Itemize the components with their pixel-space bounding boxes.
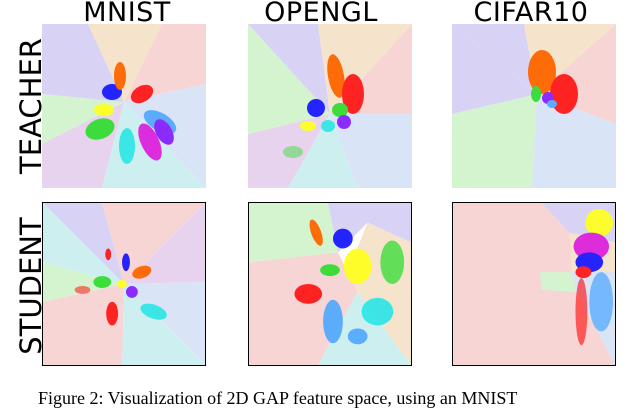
panel-teacher-cifar10 (452, 24, 616, 188)
figure-caption: Figure 2: Visualization of 2D GAP featur… (38, 388, 518, 408)
panel-student-cifar10 (452, 202, 616, 366)
column-title-mnist: MNIST (83, 0, 171, 28)
column-title-cifar10: CIFAR10 (473, 0, 589, 28)
column-title-opengl: OPENGL (264, 0, 378, 28)
panel-student-opengl (248, 202, 412, 366)
panel-teacher-opengl (248, 24, 412, 188)
panel-teacher-mnist (42, 24, 206, 188)
panel-student-mnist (42, 202, 206, 366)
